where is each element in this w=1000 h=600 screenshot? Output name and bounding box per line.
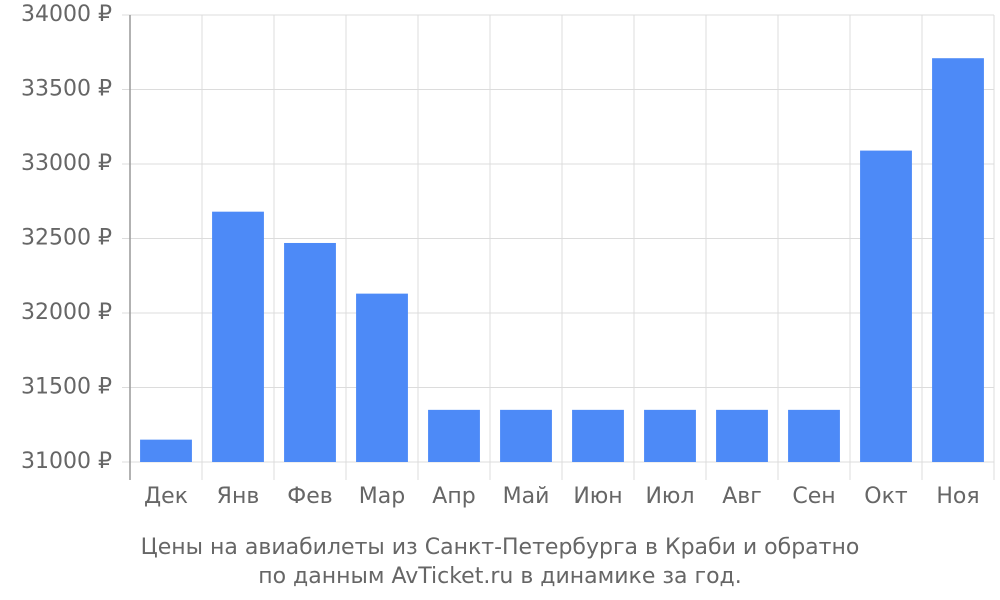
y-tick-label: 33000 ₽ xyxy=(21,151,112,176)
bar xyxy=(572,409,624,462)
x-tick-label: Дек xyxy=(144,484,188,509)
x-tick-label: Мар xyxy=(359,484,405,509)
x-tick-label: Янв xyxy=(217,484,260,509)
x-tick-label: Сен xyxy=(792,484,835,509)
x-tick-label: Ноя xyxy=(936,484,979,509)
bar xyxy=(284,242,336,462)
chart-title: по данным AvTicket.ru в динамике за год. xyxy=(258,564,742,589)
bar xyxy=(356,293,408,462)
chart-title: Цены на авиабилеты из Санкт-Петербурга в… xyxy=(141,535,860,560)
x-tick-label: Окт xyxy=(864,484,908,509)
x-tick-label: Авг xyxy=(722,484,762,509)
bar xyxy=(716,409,768,462)
y-tick-label: 31000 ₽ xyxy=(21,449,112,474)
x-tick-label: Июн xyxy=(573,484,622,509)
bar xyxy=(500,409,552,462)
bar xyxy=(212,211,264,462)
y-tick-label: 33500 ₽ xyxy=(21,77,112,102)
y-tick-label: 34000 ₽ xyxy=(21,2,112,27)
bar xyxy=(428,409,480,462)
x-tick-label: Май xyxy=(503,484,550,509)
x-tick-label: Июл xyxy=(645,484,694,509)
bar xyxy=(860,150,912,462)
bar xyxy=(788,409,840,462)
x-tick-label: Фев xyxy=(287,484,332,509)
bar xyxy=(140,439,192,462)
x-tick-label: Апр xyxy=(432,484,475,509)
y-tick-label: 31500 ₽ xyxy=(21,375,112,400)
y-tick-label: 32000 ₽ xyxy=(21,300,112,325)
bar xyxy=(932,58,984,463)
y-tick-label: 32500 ₽ xyxy=(21,226,112,251)
bar xyxy=(644,409,696,462)
